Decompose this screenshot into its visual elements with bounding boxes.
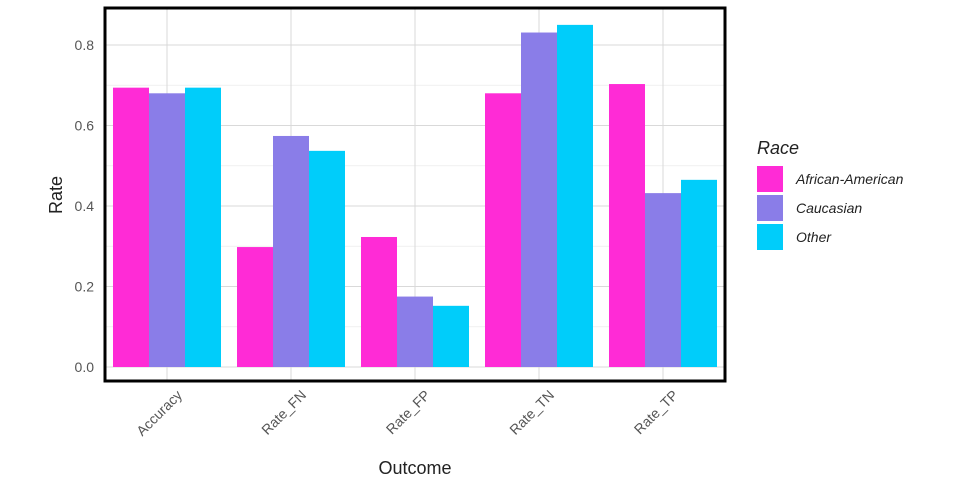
x-tick-label: Rate_FN xyxy=(258,387,309,438)
bar-Accuracy-African-American xyxy=(113,87,149,367)
plot-panel-border xyxy=(103,6,727,383)
y-tick-label: 0.4 xyxy=(75,198,95,214)
legend: Race African-American Caucasian Other xyxy=(757,138,904,250)
bar-Rate_FP-Other xyxy=(433,305,469,367)
legend-key-Caucasian xyxy=(757,195,783,221)
x-axis: Accuracy Rate_FN Rate_FP Rate_TN Rate_TP xyxy=(133,387,681,439)
legend-title: Race xyxy=(757,138,799,158)
x-tick-label: Rate_FP xyxy=(383,387,433,437)
x-tick-label: Rate_TN xyxy=(506,387,557,438)
y-tick-label: 0.2 xyxy=(75,279,95,295)
bar-Rate_TN-African-American xyxy=(485,93,521,368)
bar-Rate_TN-Other xyxy=(557,24,593,367)
legend-label: Other xyxy=(796,229,832,245)
bar-Rate_TN-Caucasian xyxy=(521,32,557,368)
bar-Rate_TP-African-American xyxy=(609,84,645,367)
legend-key-Other xyxy=(757,224,783,250)
y-tick-label: 0.0 xyxy=(75,359,95,375)
bar-Rate_FN-Caucasian xyxy=(273,135,309,367)
y-axis-title: Rate xyxy=(46,176,66,214)
bar-Rate_FP-African-American xyxy=(361,236,397,367)
legend-key-African-American xyxy=(757,166,783,192)
legend-label: African-American xyxy=(795,171,904,187)
bars xyxy=(113,24,717,368)
y-tick-label: 0.8 xyxy=(75,37,95,53)
bar-Rate_FN-Other xyxy=(309,150,345,367)
bar-Accuracy-Caucasian xyxy=(149,93,185,368)
x-tick-label: Rate_TP xyxy=(631,387,681,437)
bar-Accuracy-Other xyxy=(185,87,221,367)
bar-Rate_TP-Other xyxy=(681,179,717,367)
bar-Rate_TP-Caucasian xyxy=(645,193,681,367)
y-tick-label: 0.6 xyxy=(75,118,95,134)
bar-Rate_FP-Caucasian xyxy=(397,296,433,367)
x-tick-label: Accuracy xyxy=(133,387,185,439)
x-axis-title: Outcome xyxy=(378,458,451,478)
legend-label: Caucasian xyxy=(796,200,862,216)
bar-Rate_FN-African-American xyxy=(237,247,273,367)
y-axis: 0.0 0.2 0.4 0.6 0.8 xyxy=(75,37,95,375)
